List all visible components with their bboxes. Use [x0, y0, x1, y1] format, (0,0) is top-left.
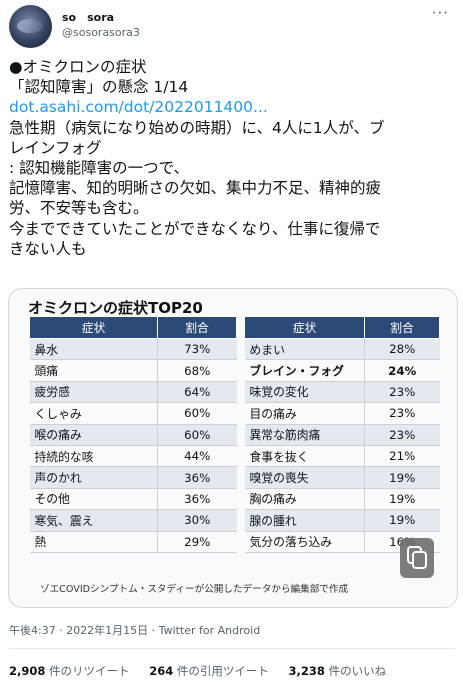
symptom-name: めまい [244, 338, 365, 361]
symptom-percent: 60% [157, 402, 237, 425]
symptom-percent: 44% [157, 445, 237, 468]
table-row: 味覚の変化 23% [244, 381, 440, 404]
symptom-name: 寒気、震え [29, 509, 158, 532]
article-link[interactable]: dot.asahi.com/dot/2022011400... [9, 98, 268, 117]
symptom-name: 異常な筋肉痛 [244, 424, 365, 446]
table-row: 異常な筋肉痛 23% [244, 424, 440, 446]
symptom-percent: 36% [157, 488, 237, 511]
media-title: オミクロンの症状TOP20 [28, 299, 203, 317]
retweets-stat[interactable]: 2,908 件のリツイート [9, 663, 130, 679]
table-row: 食事を抜く 21% [244, 445, 440, 468]
symptom-percent: 24% [364, 359, 440, 382]
symptom-table-left: 症状 割合 鼻水 73% 頭痛 68% 疲労感 64% くしゃみ 60% 喉の痛み 60% 持続的な… [29, 316, 237, 553]
table-row: くしゃみ 60% [29, 402, 237, 425]
table-row: めまい 28% [244, 338, 440, 361]
copy-button[interactable] [400, 538, 434, 578]
symptom-table-right: 症状 割合 めまい 28% ブレイン・フォグ 24% 味覚の変化 23% 目の痛み 23% 異常… [244, 316, 440, 553]
symptom-percent: 23% [364, 402, 440, 425]
tweet-stats: 2,908 件のリツイート 264 件の引用ツイート 3,238 件のいいね [9, 663, 402, 679]
symptom-name: ブレイン・フォグ [244, 359, 365, 382]
column-header-symptom: 症状 [29, 316, 158, 339]
tweet-line: 記憶障害、知的明晰さの欠如、集中力不足、精神的疲 [9, 179, 382, 198]
symptom-percent: 64% [157, 381, 237, 404]
quotes-count: 264 [149, 664, 174, 678]
table-row: 目の痛み 23% [244, 402, 440, 425]
symptom-percent: 19% [364, 488, 440, 511]
symptom-name: 食事を抜く [244, 445, 365, 468]
column-header-percent: 割合 [157, 316, 237, 339]
table-row: 鼻水 73% [29, 338, 237, 361]
table-row: 腺の腫れ 19% [244, 509, 440, 532]
symptom-name: 喉の痛み [29, 424, 158, 446]
table-row: 熱 29% [29, 531, 237, 553]
tweet-text: ●オミクロンの症状 「認知障害」の懸念 1/14 dot.asahi.com/d… [9, 57, 459, 259]
symptom-percent: 21% [364, 445, 440, 468]
table-header-row: 症状 割合 [29, 316, 237, 339]
avatar[interactable] [9, 5, 52, 48]
user-handle[interactable]: @sosorasora3 [62, 26, 140, 39]
table-row: ブレイン・フォグ 24% [244, 359, 440, 382]
tweet-header: so sora @sosorasora3 ··· [0, 0, 463, 52]
column-header-symptom: 症状 [244, 316, 365, 339]
symptom-name: 鼻水 [29, 338, 158, 361]
tweet-line: 今までできていたことができなくなり、仕事に復帰で [9, 219, 381, 238]
symptom-name: 声のかれ [29, 466, 158, 489]
symptom-name: 頭痛 [29, 359, 158, 382]
likes-label: 件のいいね [324, 664, 387, 678]
table-row: 持続的な咳 44% [29, 445, 237, 468]
likes-stat[interactable]: 3,238 件のいいね [289, 663, 387, 679]
table-header-row: 症状 割合 [244, 316, 440, 339]
tweet-line: 急性期（病気になり始めの時期）に、4人に1人が、ブ [9, 118, 385, 137]
display-name[interactable]: so sora [62, 11, 115, 24]
column-header-percent: 割合 [364, 316, 440, 339]
table-row: 喉の痛み 60% [29, 424, 237, 446]
symptom-percent: 68% [157, 359, 237, 382]
retweets-count: 2,908 [9, 664, 46, 678]
table-row: 嗅覚の喪失 19% [244, 466, 440, 489]
tweet-line: レインフォグ [9, 138, 102, 157]
copy-icon [407, 546, 427, 569]
tweet-line: : 認知機能障害の一つで、 [9, 159, 190, 178]
table-row: 寒気、震え 30% [29, 509, 237, 532]
symptom-percent: 23% [364, 424, 440, 446]
symptom-name: 目の痛み [244, 402, 365, 425]
table-row: 胸の痛み 19% [244, 488, 440, 511]
media-source-note: ゾエCOVIDシンプトム・スタディーが公開したデータから編集部で作成 [40, 584, 349, 595]
table-row: 頭痛 68% [29, 359, 237, 382]
symptom-name: その他 [29, 488, 158, 511]
symptom-name: 腺の腫れ [244, 509, 365, 532]
symptom-name: 持続的な咳 [29, 445, 158, 468]
symptom-percent: 73% [157, 338, 237, 361]
tweet-timestamp[interactable]: 午後4:37 · 2022年1月15日 · Twitter for Androi… [9, 624, 261, 637]
quote-tweets-stat[interactable]: 264 件の引用ツイート [149, 663, 269, 679]
table-row: 疲労感 64% [29, 381, 237, 404]
symptom-percent: 60% [157, 424, 237, 446]
divider [9, 648, 455, 649]
table-row: その他 36% [29, 488, 237, 511]
symptom-percent: 23% [364, 381, 440, 404]
likes-count: 3,238 [288, 664, 325, 678]
tweet-line: 「認知障害」の懸念 1/14 [9, 78, 189, 97]
tweet-line: ●オミクロンの症状 [9, 58, 147, 76]
symptom-name: 胸の痛み [244, 488, 365, 511]
tweet-line: きない人も [9, 239, 87, 258]
symptom-name: 疲労感 [29, 381, 158, 404]
table-row: 声のかれ 36% [29, 466, 237, 489]
symptom-percent: 19% [364, 466, 440, 489]
symptom-percent: 28% [364, 338, 440, 361]
symptom-percent: 36% [157, 466, 237, 489]
symptom-percent: 30% [157, 509, 237, 532]
symptom-percent: 19% [364, 509, 440, 532]
symptom-name: 味覚の変化 [244, 381, 365, 404]
symptom-name: 熱 [29, 531, 158, 553]
symptom-name: 嗅覚の喪失 [244, 466, 365, 489]
quotes-label: 件の引用ツイート [173, 664, 269, 678]
symptom-name: くしゃみ [29, 402, 158, 425]
symptom-name: 気分の落ち込み [244, 531, 365, 553]
tweet-line: 労、不安等も含む。 [9, 199, 149, 218]
more-options-icon[interactable]: ··· [431, 4, 449, 22]
symptom-percent: 29% [157, 531, 237, 553]
retweets-label: 件のリツイート [45, 664, 130, 678]
